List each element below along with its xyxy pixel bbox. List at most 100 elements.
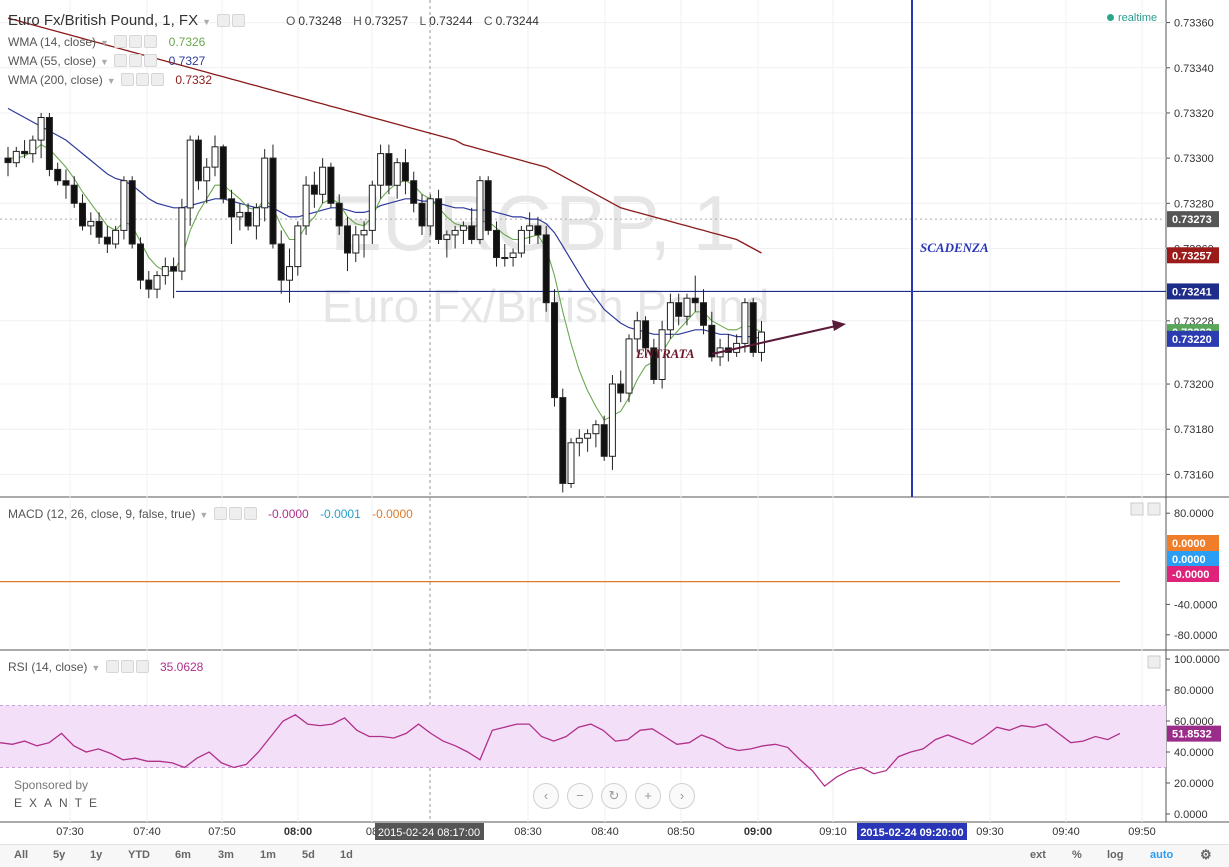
pane-control-icon [1147,502,1161,516]
candle-body [145,279,153,290]
sponsor-block[interactable]: Sponsored by EXANTE [14,778,104,810]
indicator-value: 0.7332 [175,73,213,87]
chevron-down-icon[interactable]: ▼ [91,663,101,673]
ohlc-high-value: 0.73257 [364,14,409,28]
time-tick-label: 07:30 [56,826,84,838]
price-tick-label: 0.73280 [1174,198,1214,210]
candle-body [79,202,86,227]
ohlc-close-label: C [483,14,493,28]
close-icon[interactable] [135,660,149,673]
candle-body [509,252,517,258]
candle-body [29,139,37,155]
settings-icon[interactable] [129,35,143,48]
candle-body [741,302,749,344]
percent-button[interactable]: % [1072,849,1082,861]
settings-icon[interactable] [135,73,149,86]
range-5d-button[interactable]: 5d [302,849,315,861]
auto-button[interactable]: auto [1150,849,1174,861]
indicator-legend-wma55[interactable]: WMA (55, close) ▼ 0.7327 [8,54,205,68]
rsi-tick-label: 0.0000 [1174,809,1208,821]
zoom-in-button[interactable]: + [635,783,661,809]
gear-icon[interactable]: ⚙ [1200,847,1212,862]
chevron-down-icon[interactable]: ▼ [202,17,211,27]
time-tick-label: 07:50 [208,826,236,838]
symbol-legend[interactable]: Euro Fx/British Pound, 1, FX ▼ [8,12,246,29]
range-1m-button[interactable]: 1m [260,849,276,861]
candle-body [650,347,658,380]
close-icon[interactable] [150,73,164,86]
settings-icon[interactable] [120,660,134,673]
time-tick-label: 08:00 [284,826,312,838]
close-icon[interactable] [243,507,257,520]
price-tick-label: 0.73340 [1174,63,1214,75]
candle-body [749,302,757,353]
candle-body [244,211,252,227]
candle-body [286,266,293,281]
range-1d-button[interactable]: 1d [340,849,353,861]
candle-body [269,157,277,245]
range-6m-button[interactable]: 6m [175,849,191,861]
eye-icon[interactable] [114,35,128,48]
candle-body [401,162,409,182]
candle-body [45,117,53,170]
close-icon[interactable] [144,54,158,67]
indicator-label: WMA (14, close) [8,35,97,49]
candle-body [54,168,62,182]
candle-body [675,302,683,317]
indicator-legend-wma200[interactable]: WMA (200, close) ▼ 0.7332 [8,73,212,87]
candle-body [559,397,567,484]
range-5y-button[interactable]: 5y [53,849,66,861]
entrata-arrow [711,325,837,355]
range-all-button[interactable]: All [14,849,29,861]
candle-body [551,302,558,399]
ohlc-high-label: H [353,14,362,28]
time-tick-label: 09:00 [744,826,772,838]
price-badge-label: 0.73273 [1172,214,1212,226]
macd-badge [1167,566,1219,582]
price-badge [1167,211,1219,228]
settings-icon[interactable] [129,54,143,67]
eye-icon[interactable] [120,73,134,86]
scroll-left-button[interactable]: ‹ [533,783,559,809]
rsi-tick-label: 80.0000 [1174,685,1214,697]
eye-icon[interactable] [213,507,227,520]
candle-body [666,302,674,331]
chevron-down-icon[interactable]: ▼ [106,76,116,86]
indicator-legend-wma14[interactable]: WMA (14, close) ▼ 0.7326 [8,35,205,49]
log-button[interactable]: log [1107,849,1124,861]
scroll-right-button[interactable]: › [669,783,695,809]
candle-body [683,297,691,317]
range-3m-button[interactable]: 3m [218,849,234,861]
reset-button[interactable]: ↻ [601,783,627,809]
range-ytd-button[interactable]: YTD [128,849,150,861]
rsi-legend[interactable]: RSI (14, close) ▼ 35.0628 [8,660,203,674]
rsi-value: 35.0628 [159,660,204,674]
macd-legend[interactable]: MACD (12, 26, close, 9, false, true) ▼ -0… [8,507,413,521]
candle-body [708,324,716,358]
indicator-label: WMA (55, close) [8,54,97,68]
time-tick-label: 08:50 [667,826,695,838]
settings-icon[interactable] [228,507,242,520]
macd-tick-label: -40.0000 [1174,599,1217,611]
price-tick-label: 0.73180 [1174,424,1214,436]
candle-body [567,442,575,484]
chevron-down-icon[interactable]: ▼ [199,510,209,520]
chevron-down-icon[interactable]: ▼ [100,38,109,48]
price-tick-label: 0.73160 [1174,469,1214,481]
candle-body [691,297,699,304]
close-icon[interactable] [144,35,158,48]
annotation-entrata: ENTRATA [635,346,695,361]
indicator-value: 0.7327 [168,54,206,68]
settings-icon[interactable] [232,14,246,27]
range-1y-button[interactable]: 1y [90,849,103,861]
zoom-out-button[interactable]: − [567,783,593,809]
eye-icon[interactable] [217,14,231,27]
ext-button[interactable]: ext [1030,849,1046,861]
watermark-symbol: EURGBP, 1 [330,179,736,267]
eye-icon[interactable] [114,54,128,67]
pane-control-icon [1130,502,1144,516]
chevron-down-icon[interactable]: ▼ [100,57,109,67]
candle-body [575,437,583,444]
eye-icon[interactable] [105,660,119,673]
